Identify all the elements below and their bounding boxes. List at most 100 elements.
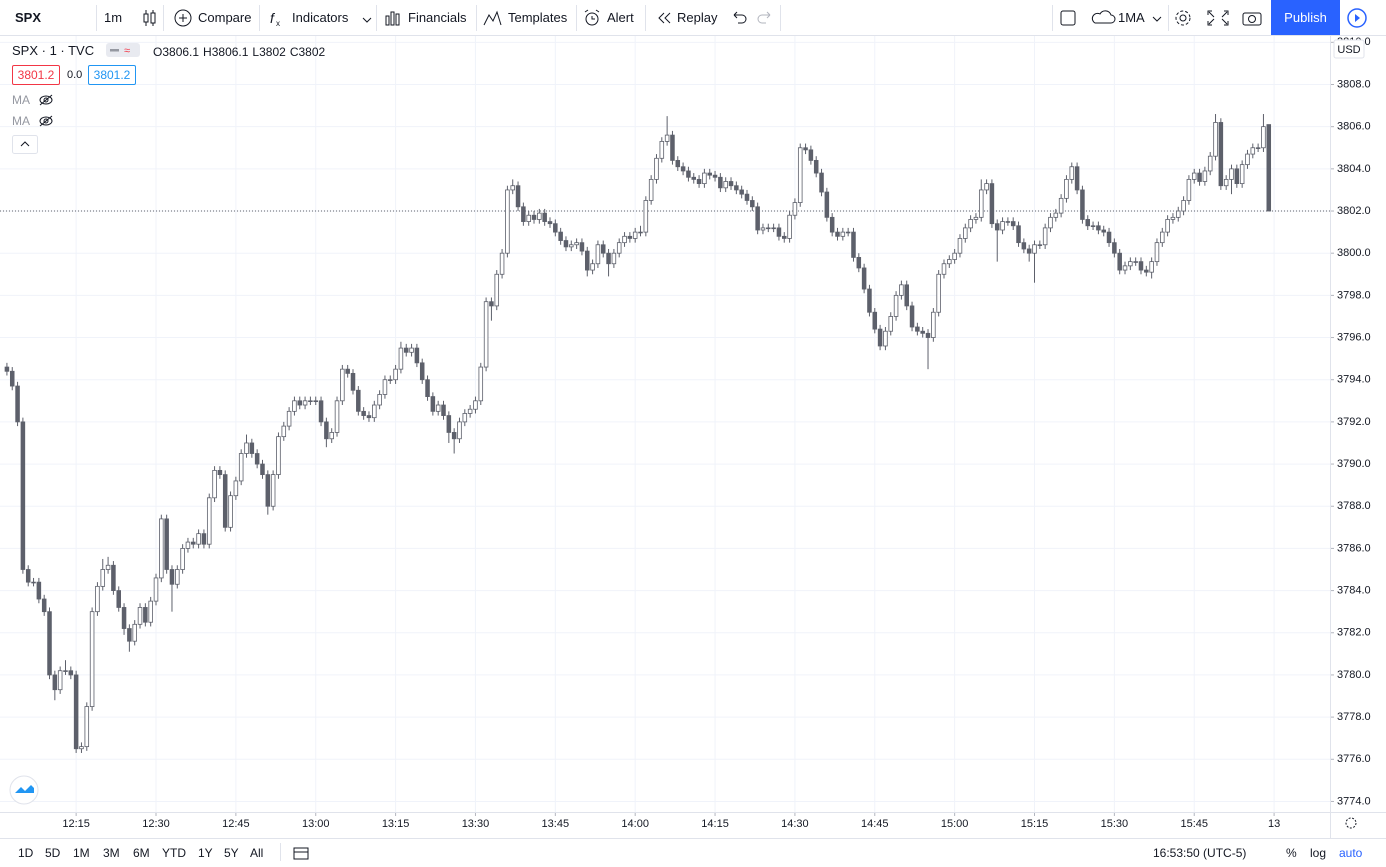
candle-body [718, 176, 723, 189]
candle-body [233, 480, 239, 497]
candle-body [398, 347, 404, 370]
candle-body [52, 674, 58, 691]
candle-body [845, 231, 851, 234]
toolbar-button[interactable]: Financials [408, 10, 467, 25]
y-tick-label: 3794.0 [1337, 374, 1371, 386]
candle-body [1170, 216, 1176, 220]
candle-body [1149, 261, 1154, 273]
chart-style-icon[interactable] [142, 8, 158, 28]
x-tick-label: 13:30 [462, 818, 490, 830]
candle-body [494, 273, 500, 307]
candle-body [1223, 178, 1229, 187]
scale-option[interactable]: auto [1339, 846, 1363, 860]
candle-body [1160, 231, 1165, 244]
candle-body [771, 227, 776, 230]
toolbar-button[interactable]: Replay [677, 10, 718, 25]
x-tick-label: 14:45 [861, 818, 889, 830]
candle-body [739, 189, 744, 195]
candle-body [217, 469, 223, 476]
candle-body [1181, 200, 1186, 212]
layout-button[interactable]: 1MA [1118, 10, 1145, 25]
y-tick-label: 3784.0 [1337, 584, 1371, 596]
candle-body [680, 166, 686, 172]
range-button[interactable]: 5D [45, 846, 61, 860]
candle-body [963, 227, 968, 239]
range-button[interactable]: 6M [133, 846, 150, 860]
candle-body [462, 413, 468, 423]
candle-body [574, 242, 579, 246]
candle-body [888, 316, 894, 332]
y-tick-label: 3788.0 [1337, 500, 1371, 512]
candle-body [9, 370, 15, 387]
candle-body [180, 548, 185, 570]
legend-ohlc: O3806.1 H3806.1 L3802 C3802 [153, 45, 325, 59]
range-button[interactable]: YTD [162, 846, 186, 860]
candle-body [936, 273, 941, 313]
candle-body [159, 518, 164, 579]
symbol-button[interactable]: SPX [15, 10, 42, 25]
candle-body [819, 172, 824, 193]
interval-button[interactable]: 1m [104, 10, 123, 25]
y-tick-label: 3802.0 [1337, 205, 1371, 217]
candle-body [111, 564, 116, 591]
candle-body [457, 421, 462, 440]
x-tick-label: 12:30 [142, 818, 170, 830]
play-button[interactable] [1346, 7, 1368, 29]
candle-body [1250, 147, 1256, 155]
candle-body [1032, 244, 1037, 254]
candle-body [1090, 225, 1096, 227]
y-tick-label: 3796.0 [1337, 331, 1371, 343]
candle-body [638, 231, 643, 234]
toolbar-button[interactable]: Templates [508, 10, 568, 25]
legend-status: ≈ [106, 43, 140, 57]
toolbar-button[interactable]: Alert [607, 10, 634, 25]
toolbar-button[interactable]: Compare [198, 10, 252, 25]
separator [576, 5, 577, 31]
candle-body [1133, 261, 1138, 263]
candle-body [829, 216, 835, 233]
candle-body [483, 301, 489, 368]
candle-body [569, 244, 574, 248]
collapse-legend[interactable] [12, 135, 38, 154]
separator [645, 5, 646, 31]
date-range-icon[interactable] [293, 845, 311, 861]
y-tick-label: 3774.0 [1337, 795, 1371, 807]
candle-body [499, 252, 505, 275]
range-button[interactable]: 1D [18, 846, 34, 860]
separator [280, 843, 281, 861]
logo[interactable] [9, 775, 39, 805]
candle-body [835, 231, 840, 237]
candle-body [872, 311, 878, 330]
y-tick-label: 3800.0 [1337, 247, 1371, 259]
candle-body [1229, 168, 1234, 180]
candle-body [334, 400, 340, 433]
candle-body [968, 219, 973, 229]
toolbar-button[interactable]: Indicators [292, 10, 349, 25]
candle-body [1207, 155, 1213, 172]
candle-body [1101, 229, 1106, 233]
range-button[interactable]: 3M [103, 846, 120, 860]
scale-option[interactable]: % [1286, 846, 1297, 860]
publish-button[interactable]: Publish [1271, 0, 1340, 35]
range-button[interactable]: 5Y [224, 846, 239, 860]
x-tick-label: 15:30 [1101, 818, 1129, 830]
candle-body [366, 415, 372, 419]
candle-body [68, 670, 74, 676]
x-tick-label: 13 [1268, 818, 1280, 830]
candle-body [1255, 147, 1261, 149]
candle-body [558, 231, 563, 241]
scale-option[interactable]: log [1310, 846, 1327, 860]
candle-body [1144, 269, 1149, 273]
candle-body [238, 453, 244, 482]
candle-body [941, 263, 947, 275]
range-button[interactable]: 1M [73, 846, 90, 860]
hidden-icons[interactable] [38, 93, 54, 129]
candle-body [712, 174, 718, 178]
candle-body [611, 252, 617, 265]
range-button[interactable]: All [250, 846, 264, 860]
candle-body [1266, 124, 1272, 212]
candle-body [148, 600, 153, 623]
candle-body [63, 670, 68, 672]
range-button[interactable]: 1Y [198, 846, 213, 860]
